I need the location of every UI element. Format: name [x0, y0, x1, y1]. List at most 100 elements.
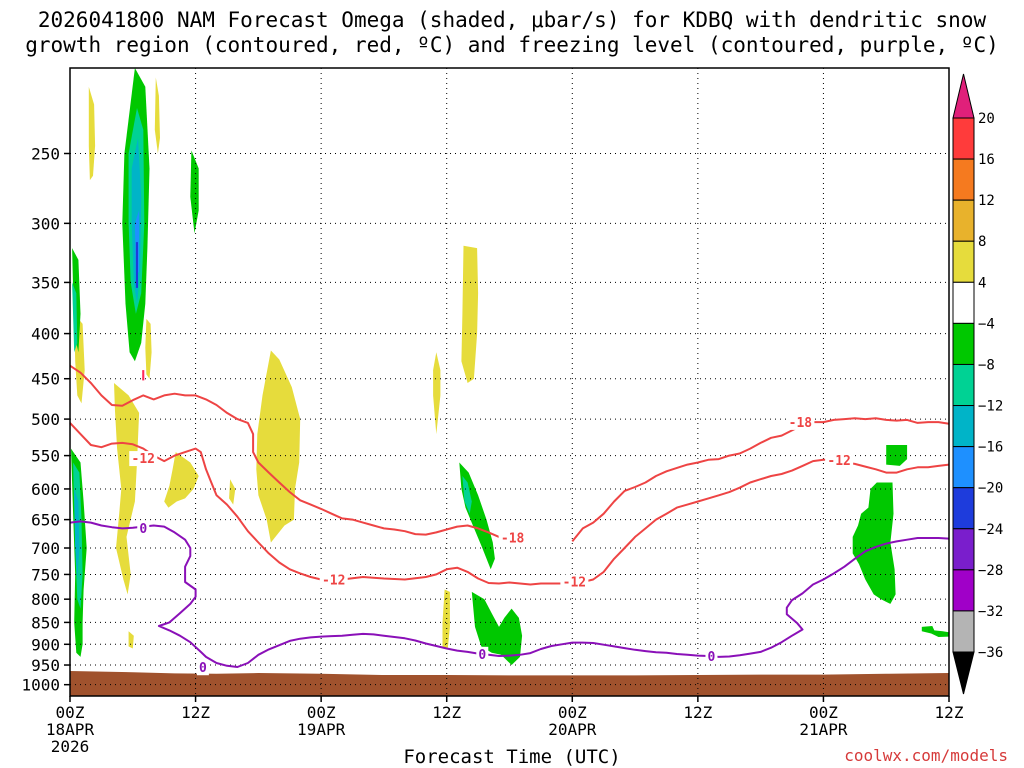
colorbar-label-1: 16: [978, 152, 995, 168]
contour-label-bg-2: [319, 572, 348, 588]
contour-label-7: 0: [199, 661, 207, 676]
colorbar-label-6: −8: [978, 357, 995, 373]
omega-region-19: [886, 445, 908, 466]
omega-region-1: [154, 77, 160, 154]
terrain-layer: [70, 671, 949, 696]
colorbar-swatch-7: [952, 405, 975, 448]
colorbar-label-9: −20: [978, 481, 1003, 497]
x-tick-label-48: 00Z: [558, 703, 587, 722]
colorbar-swatch-9: [952, 487, 975, 530]
colorbar-label-12: −32: [978, 604, 1003, 620]
y-tick-label-1000: 1000: [21, 676, 60, 695]
y-tick-label-350: 350: [31, 273, 60, 292]
temperature-contours: [69, 364, 950, 668]
y-tick-label-500: 500: [31, 410, 60, 429]
colorbar-swatch-4: [952, 281, 975, 324]
contour-label-0: -12: [132, 452, 155, 467]
contour-label-bg-0: [129, 451, 158, 467]
y-tick-label-900: 900: [31, 635, 60, 654]
chart-subtitle: growth region (contoured, red, ºC) and f…: [25, 33, 999, 57]
omega-region-4: [114, 383, 140, 595]
omega-region-0: [88, 86, 96, 181]
colorbar: 20 16 12 8 4 −4 −8 −12 −16 −20 −24 −28 −32 −36: [952, 73, 1003, 695]
y-tick-label-750: 750: [31, 565, 60, 584]
colorbar-label-0: 20: [978, 111, 995, 127]
x-tick-date-72: 21APR: [799, 720, 848, 739]
chart-title: 2026041800 NAM Forecast Omega (shaded, μ…: [37, 8, 987, 32]
colorbar-swatch-3: [952, 240, 975, 283]
grid-lines: [70, 68, 949, 696]
colorbar-swatch-0: [952, 117, 975, 160]
colorbar-swatch-5: [952, 322, 975, 365]
omega-region-24: [462, 476, 472, 514]
contour-labels: -12 -18 -12 -12 -18 -12 0 0 0 0: [129, 414, 854, 676]
contour-label-1: -18: [501, 532, 525, 547]
omega-region-17: [471, 591, 523, 665]
colorbar-swatch-6: [952, 363, 975, 407]
colorbar-swatch-1: [952, 158, 975, 201]
contour-line-2: [571, 417, 950, 543]
colorbar-top-arrow: [952, 73, 975, 119]
x-tick-label-36: 12Z: [432, 703, 461, 722]
colorbar-label-13: −36: [978, 645, 1003, 661]
contour-label-2: -12: [322, 574, 345, 589]
colorbar-swatch-11: [952, 569, 975, 612]
contour-line-0: [69, 364, 505, 541]
omega-region-7: [256, 350, 301, 543]
y-tick-label-250: 250: [31, 144, 60, 163]
contour-label-bg-5: [825, 453, 854, 469]
y-tick-label-400: 400: [31, 325, 60, 344]
credit-text[interactable]: coolwx.com/models: [844, 746, 1008, 765]
x-tick-label-12: 12Z: [181, 703, 210, 722]
contour-label-bg-1: [498, 530, 527, 546]
omega-region-22: [72, 282, 78, 353]
x-axis-label: Forecast Time (UTC): [403, 746, 621, 768]
contour-label-3: -12: [563, 576, 586, 591]
contour-label-bg-3: [560, 574, 589, 590]
omega-region-29: [142, 370, 145, 381]
colorbar-label-11: −28: [978, 563, 1003, 579]
plot-frame: [69, 67, 950, 697]
y-axis: 250 300 350 400 450 500 550 600 650 700 750 800 850 9…: [21, 144, 70, 695]
omega-region-13: [190, 150, 199, 234]
x-tick-label-24: 00Z: [307, 703, 336, 722]
colorbar-label-3: 8: [978, 234, 986, 250]
x-tick-date-24: 19APR: [297, 720, 346, 739]
y-tick-label-300: 300: [31, 214, 60, 233]
y-tick-label-450: 450: [31, 370, 60, 389]
y-tick-label-650: 650: [31, 511, 60, 530]
y-tick-label-550: 550: [31, 447, 60, 466]
contour-label-4: -18: [789, 416, 813, 431]
contour-line-1: [69, 422, 950, 586]
colorbar-label-2: 12: [978, 193, 995, 209]
omega-region-18: [852, 482, 896, 604]
contour-label-bg-4: [786, 414, 815, 430]
colorbar-bottom-arrow: [952, 651, 975, 695]
colorbar-swatch-12: [952, 610, 975, 653]
y-tick-label-700: 700: [31, 539, 60, 558]
omega-region-2: [145, 318, 152, 379]
contour-line-3: [69, 520, 950, 668]
omega-region-16: [459, 462, 495, 570]
contour-label-6: 0: [139, 522, 147, 537]
x-tick-date-0: 18APR: [46, 720, 95, 739]
contour-label-bg-9: [705, 648, 718, 664]
y-tick-label-950: 950: [31, 656, 60, 675]
colorbar-label-5: −4: [978, 316, 995, 332]
plot-border: [69, 67, 950, 697]
colorbar-swatch-2: [952, 199, 975, 242]
contour-label-bg-7: [196, 660, 209, 676]
colorbar-swatch-8: [952, 446, 975, 489]
omega-region-5: [164, 452, 199, 508]
y-tick-label-850: 850: [31, 613, 60, 632]
contour-label-5: -12: [827, 454, 850, 469]
omega-region-10: [442, 589, 450, 649]
omega-shading: [71, 68, 949, 665]
colorbar-label-10: −24: [978, 522, 1003, 538]
colorbar-label-8: −16: [978, 440, 1003, 456]
omega-region-28: [135, 242, 138, 288]
omega-region-26: [74, 488, 80, 580]
x-tick-label-72: 00Z: [809, 703, 838, 722]
